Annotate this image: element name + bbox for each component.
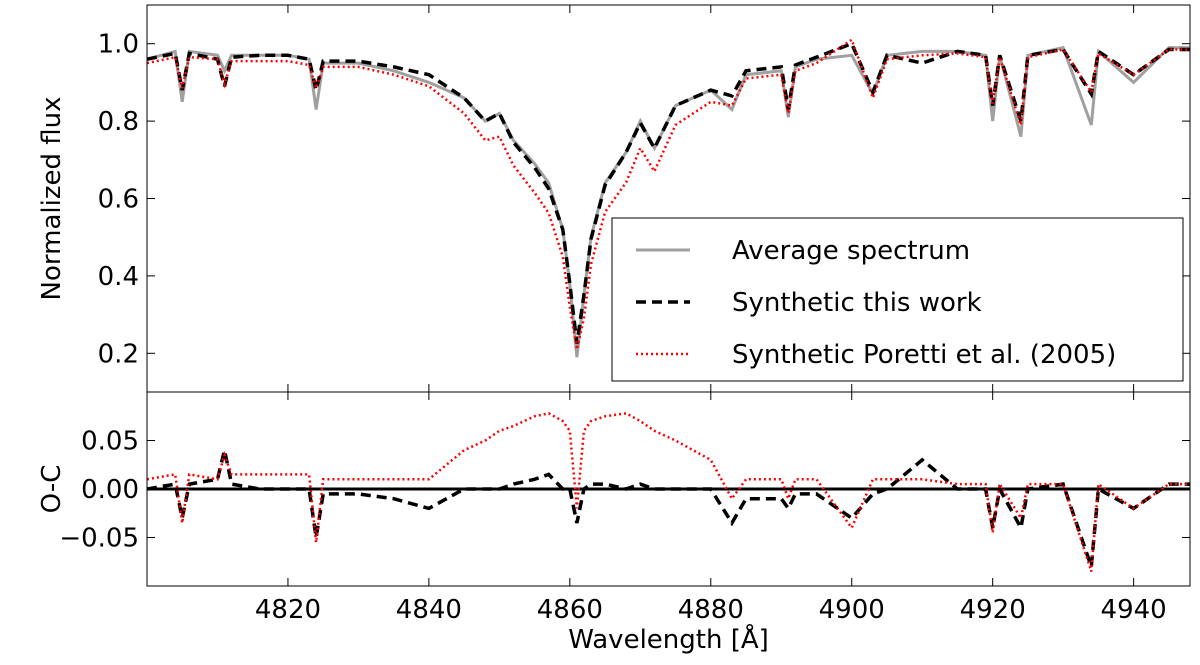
series-line bbox=[147, 411, 1190, 572]
series-line bbox=[147, 449, 1190, 568]
legend-label: Synthetic Poretti et al. (2005) bbox=[732, 340, 1116, 370]
y-tick-label: −0.05 bbox=[59, 524, 139, 554]
x-axis-label: Wavelength [Å] bbox=[568, 623, 769, 655]
y-tick-label: 0.00 bbox=[81, 475, 139, 505]
y-tick-label: 0.6 bbox=[98, 185, 139, 215]
y-tick-label: 0.2 bbox=[98, 339, 139, 369]
plot-frame bbox=[146, 391, 1191, 587]
legend-label: Average spectrum bbox=[732, 236, 970, 266]
x-tick-label: 4900 bbox=[819, 595, 885, 625]
series-line bbox=[147, 37, 1190, 350]
x-tick-label: 4860 bbox=[537, 595, 603, 625]
x-tick-label: 4880 bbox=[678, 595, 744, 625]
y-tick-label: 0.4 bbox=[98, 262, 139, 292]
plot-lines bbox=[147, 37, 1190, 358]
y-tick-label: 0.8 bbox=[98, 107, 139, 137]
x-tick-label: 4920 bbox=[960, 595, 1026, 625]
x-tick-label: 4940 bbox=[1101, 595, 1167, 625]
plot-lines bbox=[147, 411, 1190, 572]
x-tick-label: 4820 bbox=[255, 595, 321, 625]
y-axis-label: Normalized flux bbox=[37, 97, 67, 301]
x-tick-label: 4840 bbox=[396, 595, 462, 625]
y-tick-label: 1.0 bbox=[98, 30, 139, 60]
y-tick-label: 0.05 bbox=[81, 427, 139, 457]
legend-label: Synthetic this work bbox=[732, 288, 982, 318]
legend-box bbox=[611, 217, 1184, 382]
series-line bbox=[147, 41, 1190, 344]
y-axis-label: O-C bbox=[37, 465, 67, 514]
